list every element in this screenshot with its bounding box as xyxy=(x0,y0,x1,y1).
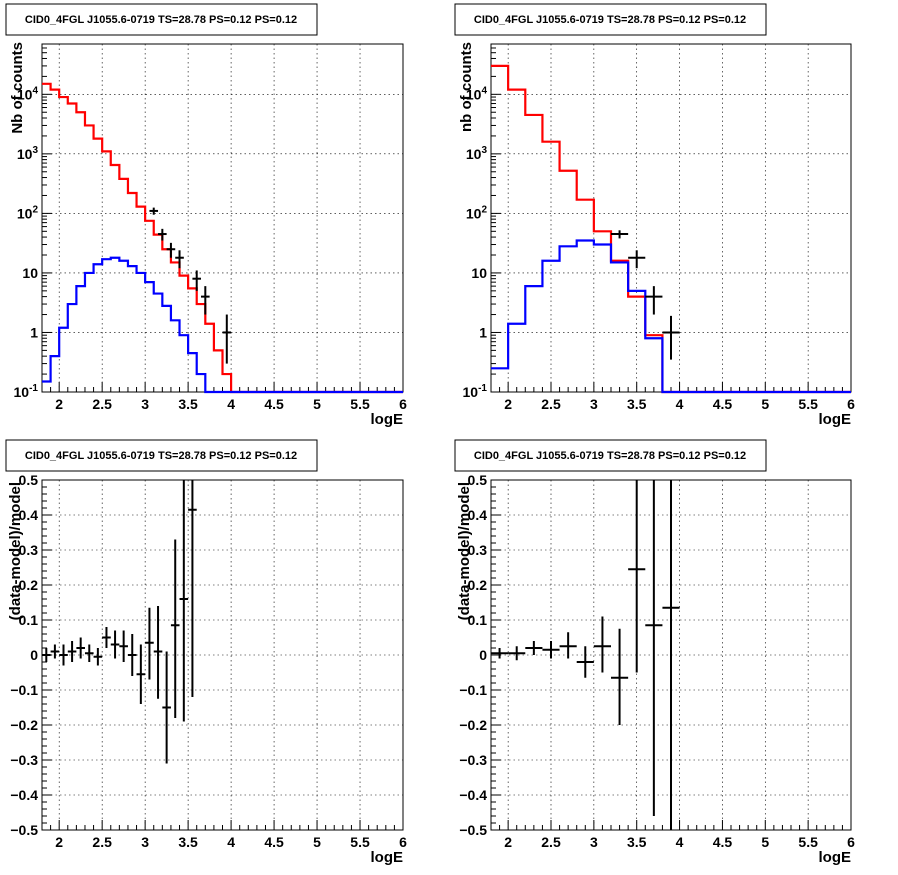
panel-counts-left: CID0_4FGL J1055.6-0719 TS=28.78 PS=0.12 … xyxy=(5,3,407,428)
y-tick-label: 0.3 xyxy=(468,542,488,558)
x-tick-label: 6 xyxy=(847,396,855,412)
y-tick-label: 10 xyxy=(471,265,487,281)
x-tick-label: 4 xyxy=(676,396,684,412)
title-box xyxy=(454,3,767,36)
x-tick-label: 5.5 xyxy=(798,396,818,412)
y-tick-label: 10-1 xyxy=(14,383,39,400)
y-tick-label: 1 xyxy=(479,324,487,340)
x-tick-label: 4.5 xyxy=(264,834,284,850)
y-tick-label: 10-1 xyxy=(463,383,488,400)
plot-frame xyxy=(41,43,404,393)
y-tick-label: 0.2 xyxy=(19,577,39,593)
panel-counts-right: CID0_4FGL J1055.6-0719 TS=28.78 PS=0.12 … xyxy=(454,3,855,428)
title-box xyxy=(5,3,318,36)
y-tick-label: −0.5 xyxy=(10,822,38,838)
y-axis-label: Nb of counts xyxy=(9,42,26,134)
series-line xyxy=(42,256,403,394)
y-tick-label: 104 xyxy=(466,85,488,102)
x-tick-label: 6 xyxy=(399,396,407,412)
x-tick-label: 5.5 xyxy=(350,834,370,850)
y-tick-label: −0.3 xyxy=(10,752,38,768)
y-tick-label: 0.5 xyxy=(19,472,39,488)
x-tick-label: 5 xyxy=(761,834,769,850)
series-line xyxy=(42,82,403,394)
y-axis-label: (data-model)/model xyxy=(456,482,473,620)
x-axis-label: logE xyxy=(371,411,404,428)
x-tick-label: 5.5 xyxy=(798,834,818,850)
y-tick-label: 0.3 xyxy=(19,542,39,558)
x-tick-label: 3 xyxy=(141,396,149,412)
y-tick-label: 1 xyxy=(30,324,38,340)
y-tick-label: −0.2 xyxy=(459,717,487,733)
x-tick-label: 5 xyxy=(313,396,321,412)
y-tick-label: 0.1 xyxy=(468,612,488,628)
y-tick-label: −0.4 xyxy=(10,787,38,803)
x-tick-label: 4.5 xyxy=(713,834,733,850)
y-tick-label: 0.4 xyxy=(468,507,488,523)
y-tick-label: 0.1 xyxy=(19,612,39,628)
x-tick-label: 5 xyxy=(761,396,769,412)
x-tick-label: 5 xyxy=(313,834,321,850)
y-axis-label: nb of counts xyxy=(458,42,475,132)
x-tick-label: 2 xyxy=(55,834,63,850)
y-tick-label: 0.4 xyxy=(19,507,39,523)
y-tick-label: 0 xyxy=(30,647,38,663)
panel-title: CID0_4FGL J1055.6-0719 TS=28.78 PS=0.12 … xyxy=(474,450,746,462)
panel-title: CID0_4FGL J1055.6-0719 TS=28.78 PS=0.12 … xyxy=(474,14,746,26)
x-axis-label: logE xyxy=(819,411,852,428)
y-tick-label: 102 xyxy=(17,204,39,221)
x-tick-label: 2.5 xyxy=(541,396,561,412)
y-tick-label: 0 xyxy=(479,647,487,663)
x-tick-label: 3 xyxy=(141,834,149,850)
panel-residuals-right: CID0_4FGL J1055.6-0719 TS=28.78 PS=0.12 … xyxy=(454,439,855,866)
x-tick-label: 6 xyxy=(399,834,407,850)
x-tick-label: 4 xyxy=(227,396,235,412)
x-tick-label: 4 xyxy=(676,834,684,850)
x-tick-label: 2 xyxy=(55,396,63,412)
panel-residuals-left: CID0_4FGL J1055.6-0719 TS=28.78 PS=0.12 … xyxy=(5,439,407,866)
y-tick-label: 103 xyxy=(17,145,39,162)
x-tick-label: 3 xyxy=(590,834,598,850)
x-tick-label: 3.5 xyxy=(627,834,647,850)
y-tick-label: 104 xyxy=(17,85,39,102)
x-tick-label: 3 xyxy=(590,396,598,412)
y-tick-label: −0.2 xyxy=(10,717,38,733)
y-tick-label: −0.1 xyxy=(459,682,487,698)
y-tick-label: 102 xyxy=(466,204,488,221)
y-axis-label: (data-model)/model xyxy=(7,482,24,620)
panel-title: CID0_4FGL J1055.6-0719 TS=28.78 PS=0.12 … xyxy=(25,450,297,462)
series-line xyxy=(491,239,851,394)
y-tick-label: −0.3 xyxy=(459,752,487,768)
panel-title: CID0_4FGL J1055.6-0719 TS=28.78 PS=0.12 … xyxy=(25,14,297,26)
title-box xyxy=(5,439,318,472)
x-tick-label: 2 xyxy=(504,396,512,412)
x-tick-label: 3.5 xyxy=(178,834,198,850)
x-tick-label: 2 xyxy=(504,834,512,850)
x-tick-label: 4.5 xyxy=(713,396,733,412)
title-box xyxy=(454,439,767,472)
x-axis-label: logE xyxy=(819,849,852,866)
y-tick-label: −0.1 xyxy=(10,682,38,698)
y-tick-label: 10 xyxy=(22,265,38,281)
y-tick-label: 0.5 xyxy=(468,472,488,488)
x-tick-label: 4.5 xyxy=(264,396,284,412)
x-tick-label: 3.5 xyxy=(178,396,198,412)
x-axis-label: logE xyxy=(371,849,404,866)
x-tick-label: 4 xyxy=(227,834,235,850)
y-tick-label: 103 xyxy=(466,145,488,162)
x-tick-label: 2.5 xyxy=(92,396,112,412)
x-tick-label: 6 xyxy=(847,834,855,850)
x-tick-label: 2.5 xyxy=(92,834,112,850)
y-tick-label: −0.4 xyxy=(459,787,487,803)
x-tick-label: 3.5 xyxy=(627,396,647,412)
x-tick-label: 2.5 xyxy=(541,834,561,850)
y-tick-label: −0.5 xyxy=(459,822,487,838)
y-tick-label: 0.2 xyxy=(468,577,488,593)
x-tick-label: 5.5 xyxy=(350,396,370,412)
